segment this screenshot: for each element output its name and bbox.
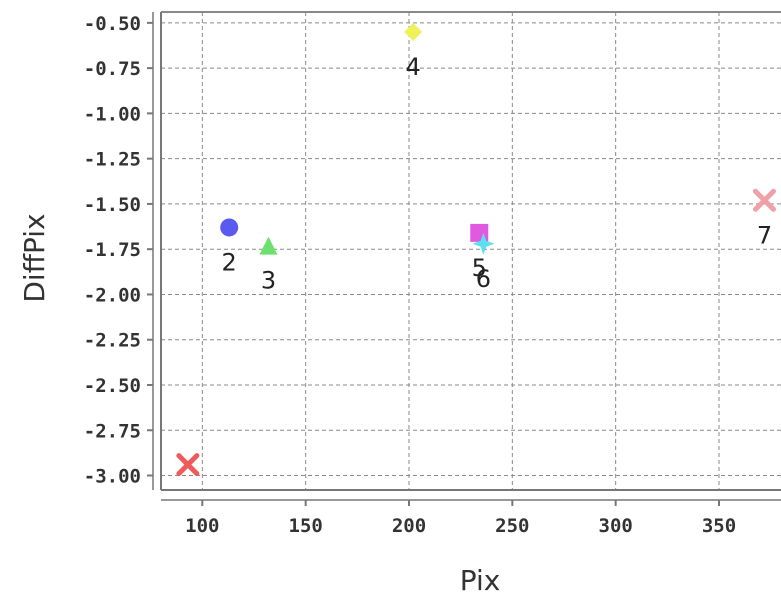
y-tick-label: -2.75 — [84, 420, 141, 442]
y-tick-label: -3.00 — [84, 466, 141, 488]
point-marker — [259, 236, 278, 255]
data-point: 6 — [472, 232, 495, 293]
point-marker — [220, 218, 239, 237]
y-tick-label: -1.00 — [84, 103, 141, 125]
data-points: 23 4 56 7 — [176, 22, 776, 477]
x-tick-label: 250 — [495, 515, 529, 537]
y-tick-label: -1.25 — [84, 149, 141, 171]
axes — [147, 11, 781, 506]
point-label: 6 — [476, 265, 491, 293]
y-tick-label: -1.50 — [84, 194, 141, 216]
point-label: 7 — [757, 221, 772, 249]
x-tick-label: 350 — [702, 515, 736, 537]
x-axis-title: Pix — [460, 564, 501, 597]
data-point: 2 — [220, 218, 239, 276]
point-marker-stroke — [752, 188, 776, 212]
y-axis-title: DiffPix — [18, 213, 51, 302]
y-tick-label: -0.75 — [84, 58, 141, 80]
y-tick-label: -2.25 — [84, 330, 141, 352]
point-label: 2 — [222, 248, 237, 276]
data-point: 4 — [404, 22, 423, 81]
x-tick-label: 300 — [599, 515, 633, 537]
grid-lines — [161, 12, 781, 490]
data-point: 3 — [259, 236, 278, 295]
point-label: 4 — [405, 53, 420, 81]
tick-labels: -0.50 -0.75 -1.00 -1.25 -1.50 -1.75 -2.00 -2.25… — [84, 13, 736, 537]
x-tick-label: 100 — [185, 515, 219, 537]
y-tick-label: -2.00 — [84, 284, 141, 306]
y-tick-label: -0.50 — [84, 13, 141, 35]
plot-background — [161, 12, 781, 490]
x-tick-label: 200 — [392, 515, 426, 537]
y-tick-label: -1.75 — [84, 239, 141, 261]
point-label: 3 — [261, 267, 276, 295]
point-label: 5 — [472, 254, 487, 282]
point-marker — [404, 22, 423, 41]
y-tick-label: -2.50 — [84, 375, 141, 397]
point-marker-stroke — [176, 453, 200, 477]
data-point: 7 — [752, 188, 776, 249]
data-point — [176, 453, 200, 477]
x-tick-label: 150 — [289, 515, 323, 537]
point-marker — [472, 232, 495, 255]
